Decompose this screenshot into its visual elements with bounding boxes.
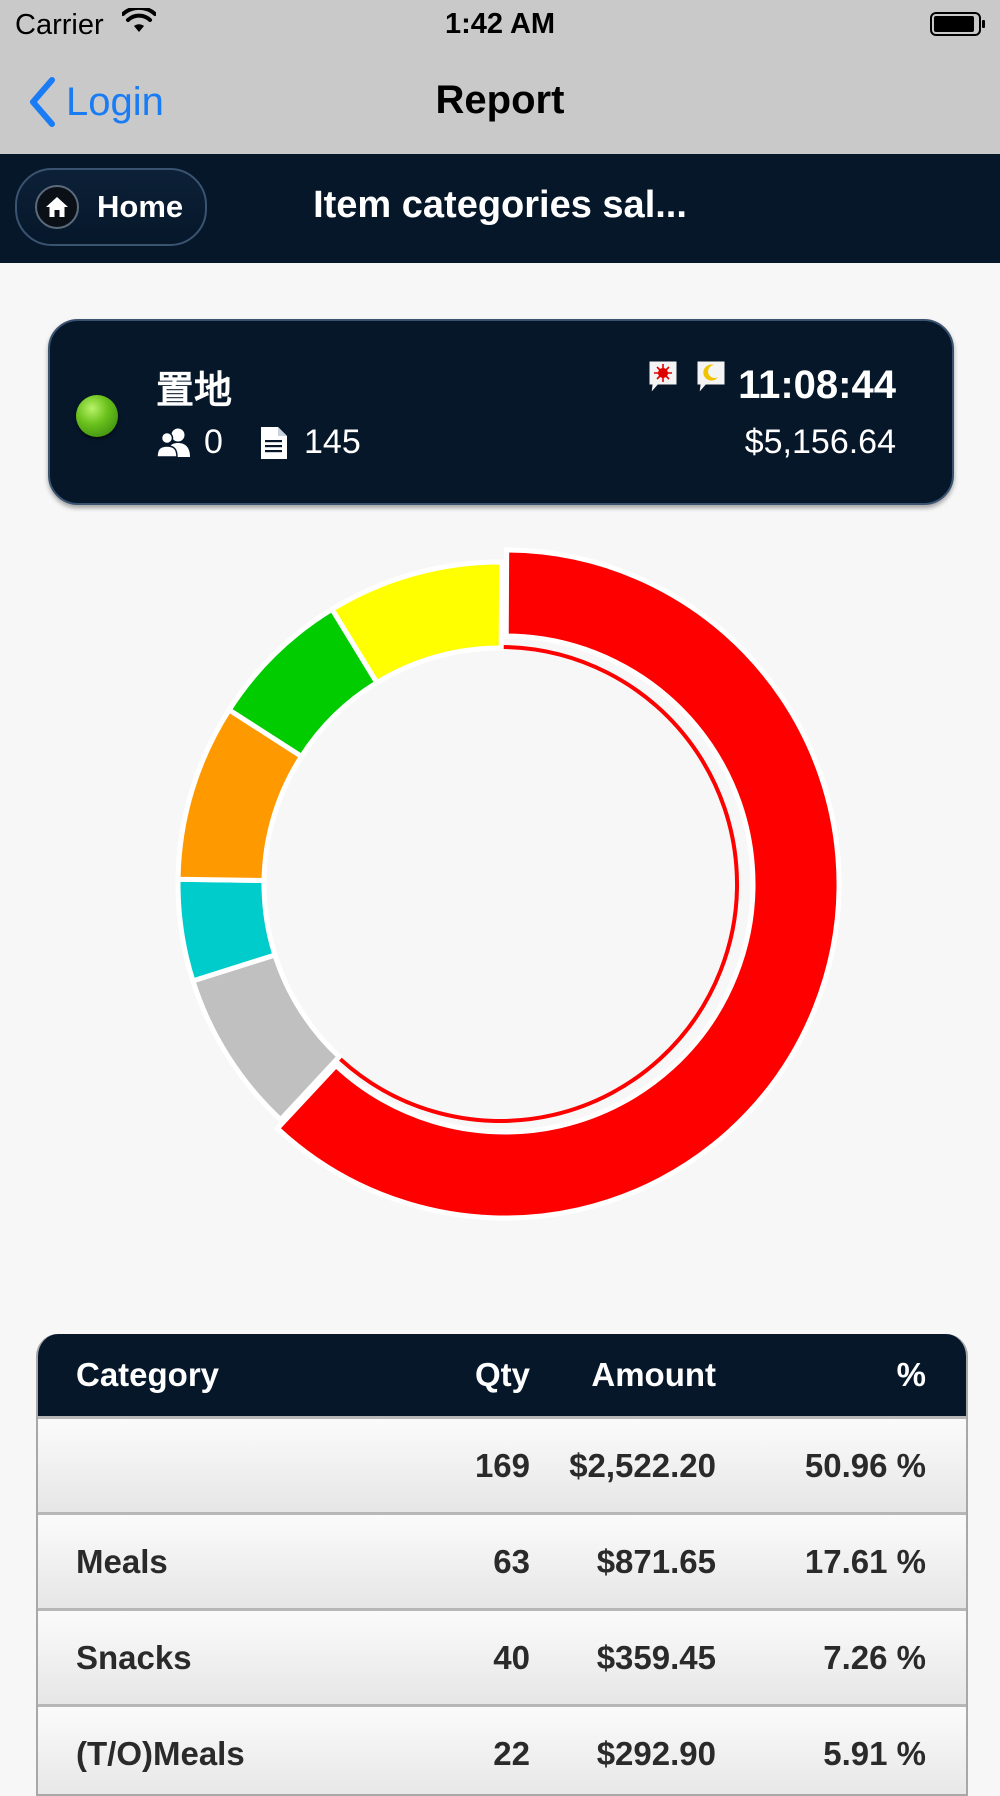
- page-title: Item categories sal...: [313, 184, 687, 226]
- carrier-label: Carrier: [15, 9, 104, 41]
- chevron-left-icon: [30, 77, 55, 127]
- donut-slice[interactable]: [273, 547, 842, 1221]
- store-amount: $5,156.64: [744, 423, 896, 461]
- guests-icon: [156, 428, 190, 458]
- home-icon: [35, 185, 79, 229]
- guest-count-value: 0: [204, 423, 223, 461]
- row-category: Meals: [76, 1542, 168, 1580]
- battery-icon: [930, 12, 985, 36]
- home-button-label: Home: [97, 189, 184, 224]
- table-header: Category Qty Amount %: [38, 1334, 966, 1416]
- table-row[interactable]: 169 $2,522.20 50.96 %: [38, 1416, 966, 1512]
- navigation-bar: Login Report: [0, 50, 1000, 154]
- store-status-icons: [646, 359, 728, 395]
- back-button-label: Login: [66, 79, 164, 124]
- status-time: 1:42 AM: [444, 8, 556, 40]
- row-amount: $2,522.20: [569, 1446, 716, 1484]
- row-percent: 5.91 %: [823, 1734, 926, 1772]
- row-percent: 50.96 %: [804, 1446, 926, 1484]
- status-indicator-icon: [76, 395, 118, 437]
- row-percent: 7.26 %: [823, 1638, 926, 1676]
- document-icon: [261, 426, 287, 459]
- row-amount: $292.90: [596, 1734, 716, 1772]
- header-percent: %: [896, 1356, 926, 1393]
- status-bar: Carrier 1:42 AM: [0, 0, 1000, 50]
- home-button[interactable]: Home: [15, 168, 207, 246]
- row-percent: 17.61 %: [804, 1542, 926, 1580]
- header-category: Category: [76, 1356, 220, 1393]
- store-summary-card[interactable]: 置地 0 145 11:08:44 $5,156.64: [48, 319, 954, 505]
- table-row[interactable]: (T/O)Meals 22 $292.90 5.91 %: [38, 1704, 966, 1794]
- table-row[interactable]: Snacks 40 $359.45 7.26 %: [38, 1608, 966, 1704]
- category-table: Category Qty Amount % 169 $2,522.20 50.9…: [36, 1334, 968, 1796]
- header-amount: Amount: [591, 1356, 716, 1393]
- night-chat-icon: [696, 360, 726, 395]
- wifi-icon: [122, 8, 156, 32]
- document-count: 145: [260, 423, 361, 462]
- table-row[interactable]: Meals 63 $871.65 17.61 %: [38, 1512, 966, 1608]
- row-category: (T/O)Meals: [76, 1734, 245, 1772]
- row-qty: 22: [493, 1734, 530, 1772]
- store-name: 置地: [156, 370, 233, 412]
- alert-chat-icon: [648, 360, 678, 395]
- selected-slice-highlight: [338, 645, 739, 1123]
- row-qty: 63: [493, 1542, 530, 1580]
- store-time: 11:08:44: [738, 363, 896, 407]
- back-button[interactable]: Login: [28, 74, 164, 130]
- row-qty: 40: [493, 1638, 530, 1676]
- row-amount: $871.65: [596, 1542, 716, 1580]
- app-header: Home Item categories sal...: [0, 154, 1000, 263]
- document-count-value: 145: [304, 423, 361, 461]
- category-donut-chart[interactable]: [0, 520, 1000, 1240]
- donut-slice[interactable]: [328, 559, 505, 687]
- row-category: Snacks: [76, 1638, 192, 1676]
- guest-count: 0: [156, 423, 223, 462]
- header-qty: Qty: [474, 1356, 530, 1393]
- row-amount: $359.45: [596, 1638, 716, 1676]
- row-qty: 169: [474, 1446, 530, 1484]
- nav-title: Report: [435, 78, 565, 122]
